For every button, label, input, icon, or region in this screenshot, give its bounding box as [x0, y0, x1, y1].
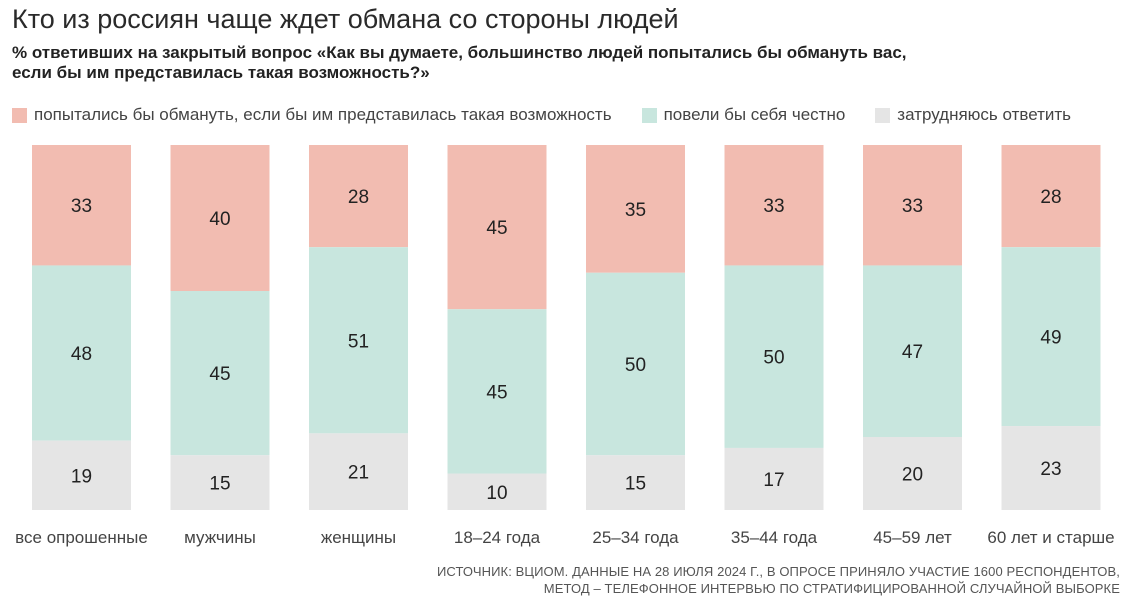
data-label-unsure-1: 15: [209, 474, 230, 495]
data-label-deceive-7: 28: [1040, 187, 1061, 208]
bar-segment-deceive-0: [32, 145, 131, 266]
legend-label-honest: повели бы себя честно: [663, 105, 846, 124]
chart-title: Кто из россиян чаще ждет обмана со сторо…: [12, 4, 679, 34]
bar-segment-deceive-2: [309, 145, 408, 248]
data-label-deceive-3: 45: [486, 218, 507, 239]
legend-item-unsure: затрудняюсь ответить: [875, 105, 1071, 125]
source-note: ИСТОЧНИК: ВЦИОМ. ДАННЫЕ НА 28 ИЮЛЯ 2024 …: [437, 563, 1120, 597]
data-label-honest-3: 45: [486, 382, 507, 403]
category-label-2: женщины: [321, 528, 396, 547]
data-label-honest-1: 45: [209, 364, 230, 385]
bar-segment-deceive-6: [863, 145, 962, 266]
bar-segment-unsure-2: [309, 433, 408, 510]
bar-segment-deceive-4: [586, 145, 685, 273]
data-label-unsure-4: 15: [625, 474, 646, 495]
bar-segment-deceive-1: [170, 145, 270, 291]
legend-label-deceive: попытались бы обмануть, если бы им предс…: [34, 105, 612, 124]
legend-label-unsure: затрудняюсь ответить: [897, 105, 1072, 124]
bar-segment-honest-0: [32, 265, 131, 441]
legend-item-honest: повели бы себя честно: [641, 105, 846, 125]
data-label-deceive-4: 35: [625, 200, 646, 221]
data-label-unsure-0: 19: [71, 466, 92, 487]
bar-segment-unsure-5: [724, 447, 824, 510]
data-label-honest-5: 50: [763, 348, 784, 369]
legend-item-deceive: попытались бы обмануть, если бы им предс…: [12, 105, 612, 125]
subtitle-line-1: % ответивших на закрытый вопрос «Как вы …: [12, 43, 907, 62]
chart-subtitle: % ответивших на закрытый вопрос «Как вы …: [12, 43, 1012, 83]
chart-legend: попытались бы обмануть, если бы им предс…: [12, 104, 1101, 126]
bar-segment-unsure-6: [863, 437, 962, 510]
bar-segment-unsure-7: [1001, 426, 1101, 510]
bar-segment-unsure-3: [447, 473, 547, 510]
data-label-deceive-0: 33: [71, 196, 92, 217]
bar-segment-unsure-0: [32, 440, 131, 510]
legend-swatch-deceive: [12, 107, 27, 123]
data-label-deceive-2: 28: [348, 187, 369, 208]
bar-segment-deceive-7: [1001, 145, 1101, 248]
data-label-unsure-5: 17: [763, 470, 784, 491]
bar-segment-deceive-5: [724, 145, 824, 266]
bar-segment-honest-2: [309, 247, 408, 434]
data-label-unsure-3: 10: [486, 483, 507, 504]
source-line-2: МЕТОД – ТЕЛЕФОННОЕ ИНТЕРВЬЮ ПО СТРАТИФИЦ…: [543, 581, 1120, 596]
category-label-5: 35–44 года: [731, 528, 818, 547]
data-label-unsure-7: 23: [1040, 459, 1061, 480]
data-label-honest-0: 48: [71, 344, 92, 365]
legend-swatch-unsure: [875, 107, 891, 123]
category-label-0: все опрошенные: [15, 528, 148, 547]
bar-segment-honest-3: [447, 309, 547, 474]
data-label-honest-2: 51: [348, 331, 369, 352]
data-label-honest-6: 47: [902, 342, 923, 363]
legend-swatch-honest: [641, 107, 657, 123]
data-label-unsure-2: 21: [348, 463, 369, 484]
stacked-bar-chart: 33 48 19 все опрошенные 40 45 15 мужчины 28 51 21 ж…: [15, 145, 1115, 547]
bar-segment-deceive-3: [447, 145, 547, 310]
category-label-7: 60 лет и старше: [987, 528, 1114, 547]
source-line-1: ИСТОЧНИК: ВЦИОМ. ДАННЫЕ НА 28 ИЮЛЯ 2024 …: [436, 564, 1120, 579]
data-label-honest-7: 49: [1040, 328, 1061, 349]
category-label-3: 18–24 года: [454, 528, 541, 547]
bar-segment-honest-7: [1001, 247, 1101, 427]
subtitle-line-2: если бы им представилась такая возможнос…: [12, 63, 430, 82]
bar-segment-honest-5: [724, 265, 824, 448]
category-label-4: 25–34 года: [592, 528, 679, 547]
bar-segment-unsure-4: [586, 455, 685, 510]
bar-segment-honest-4: [586, 272, 685, 456]
data-label-deceive-6: 33: [902, 196, 923, 217]
category-label-1: мужчины: [184, 528, 256, 547]
data-label-deceive-5: 33: [763, 196, 784, 217]
bar-segment-unsure-1: [170, 455, 270, 510]
data-label-honest-4: 50: [625, 355, 646, 376]
bar-segment-honest-1: [170, 291, 270, 456]
bar-segment-honest-6: [863, 265, 962, 437]
data-label-unsure-6: 20: [902, 465, 923, 486]
category-label-6: 45–59 лет: [873, 528, 952, 547]
data-label-deceive-1: 40: [209, 209, 230, 230]
